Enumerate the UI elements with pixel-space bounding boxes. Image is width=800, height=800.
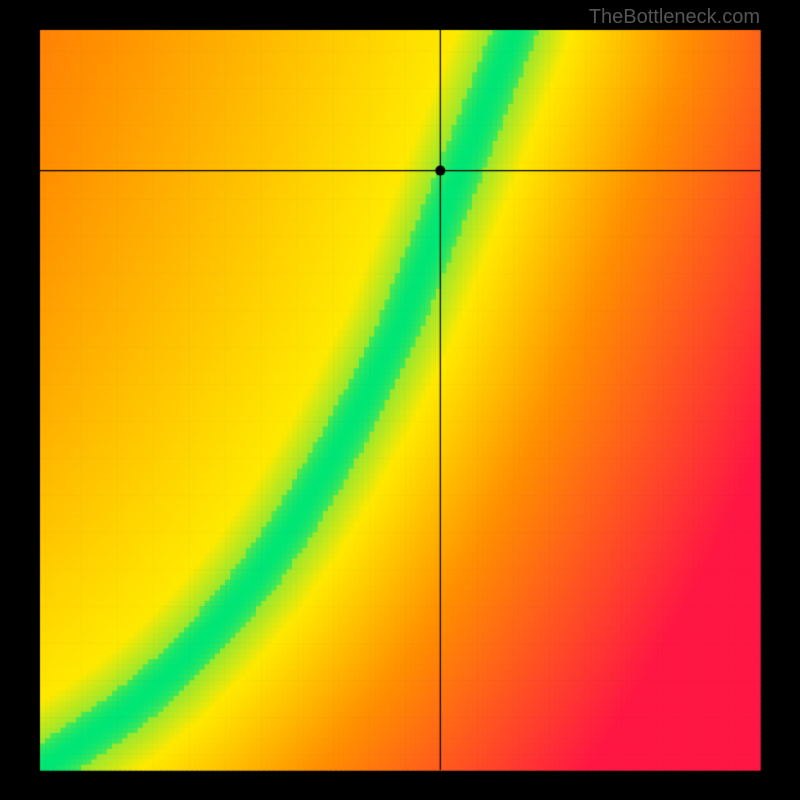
watermark-text: TheBottleneck.com (589, 6, 760, 29)
bottleneck-heatmap (0, 0, 800, 800)
